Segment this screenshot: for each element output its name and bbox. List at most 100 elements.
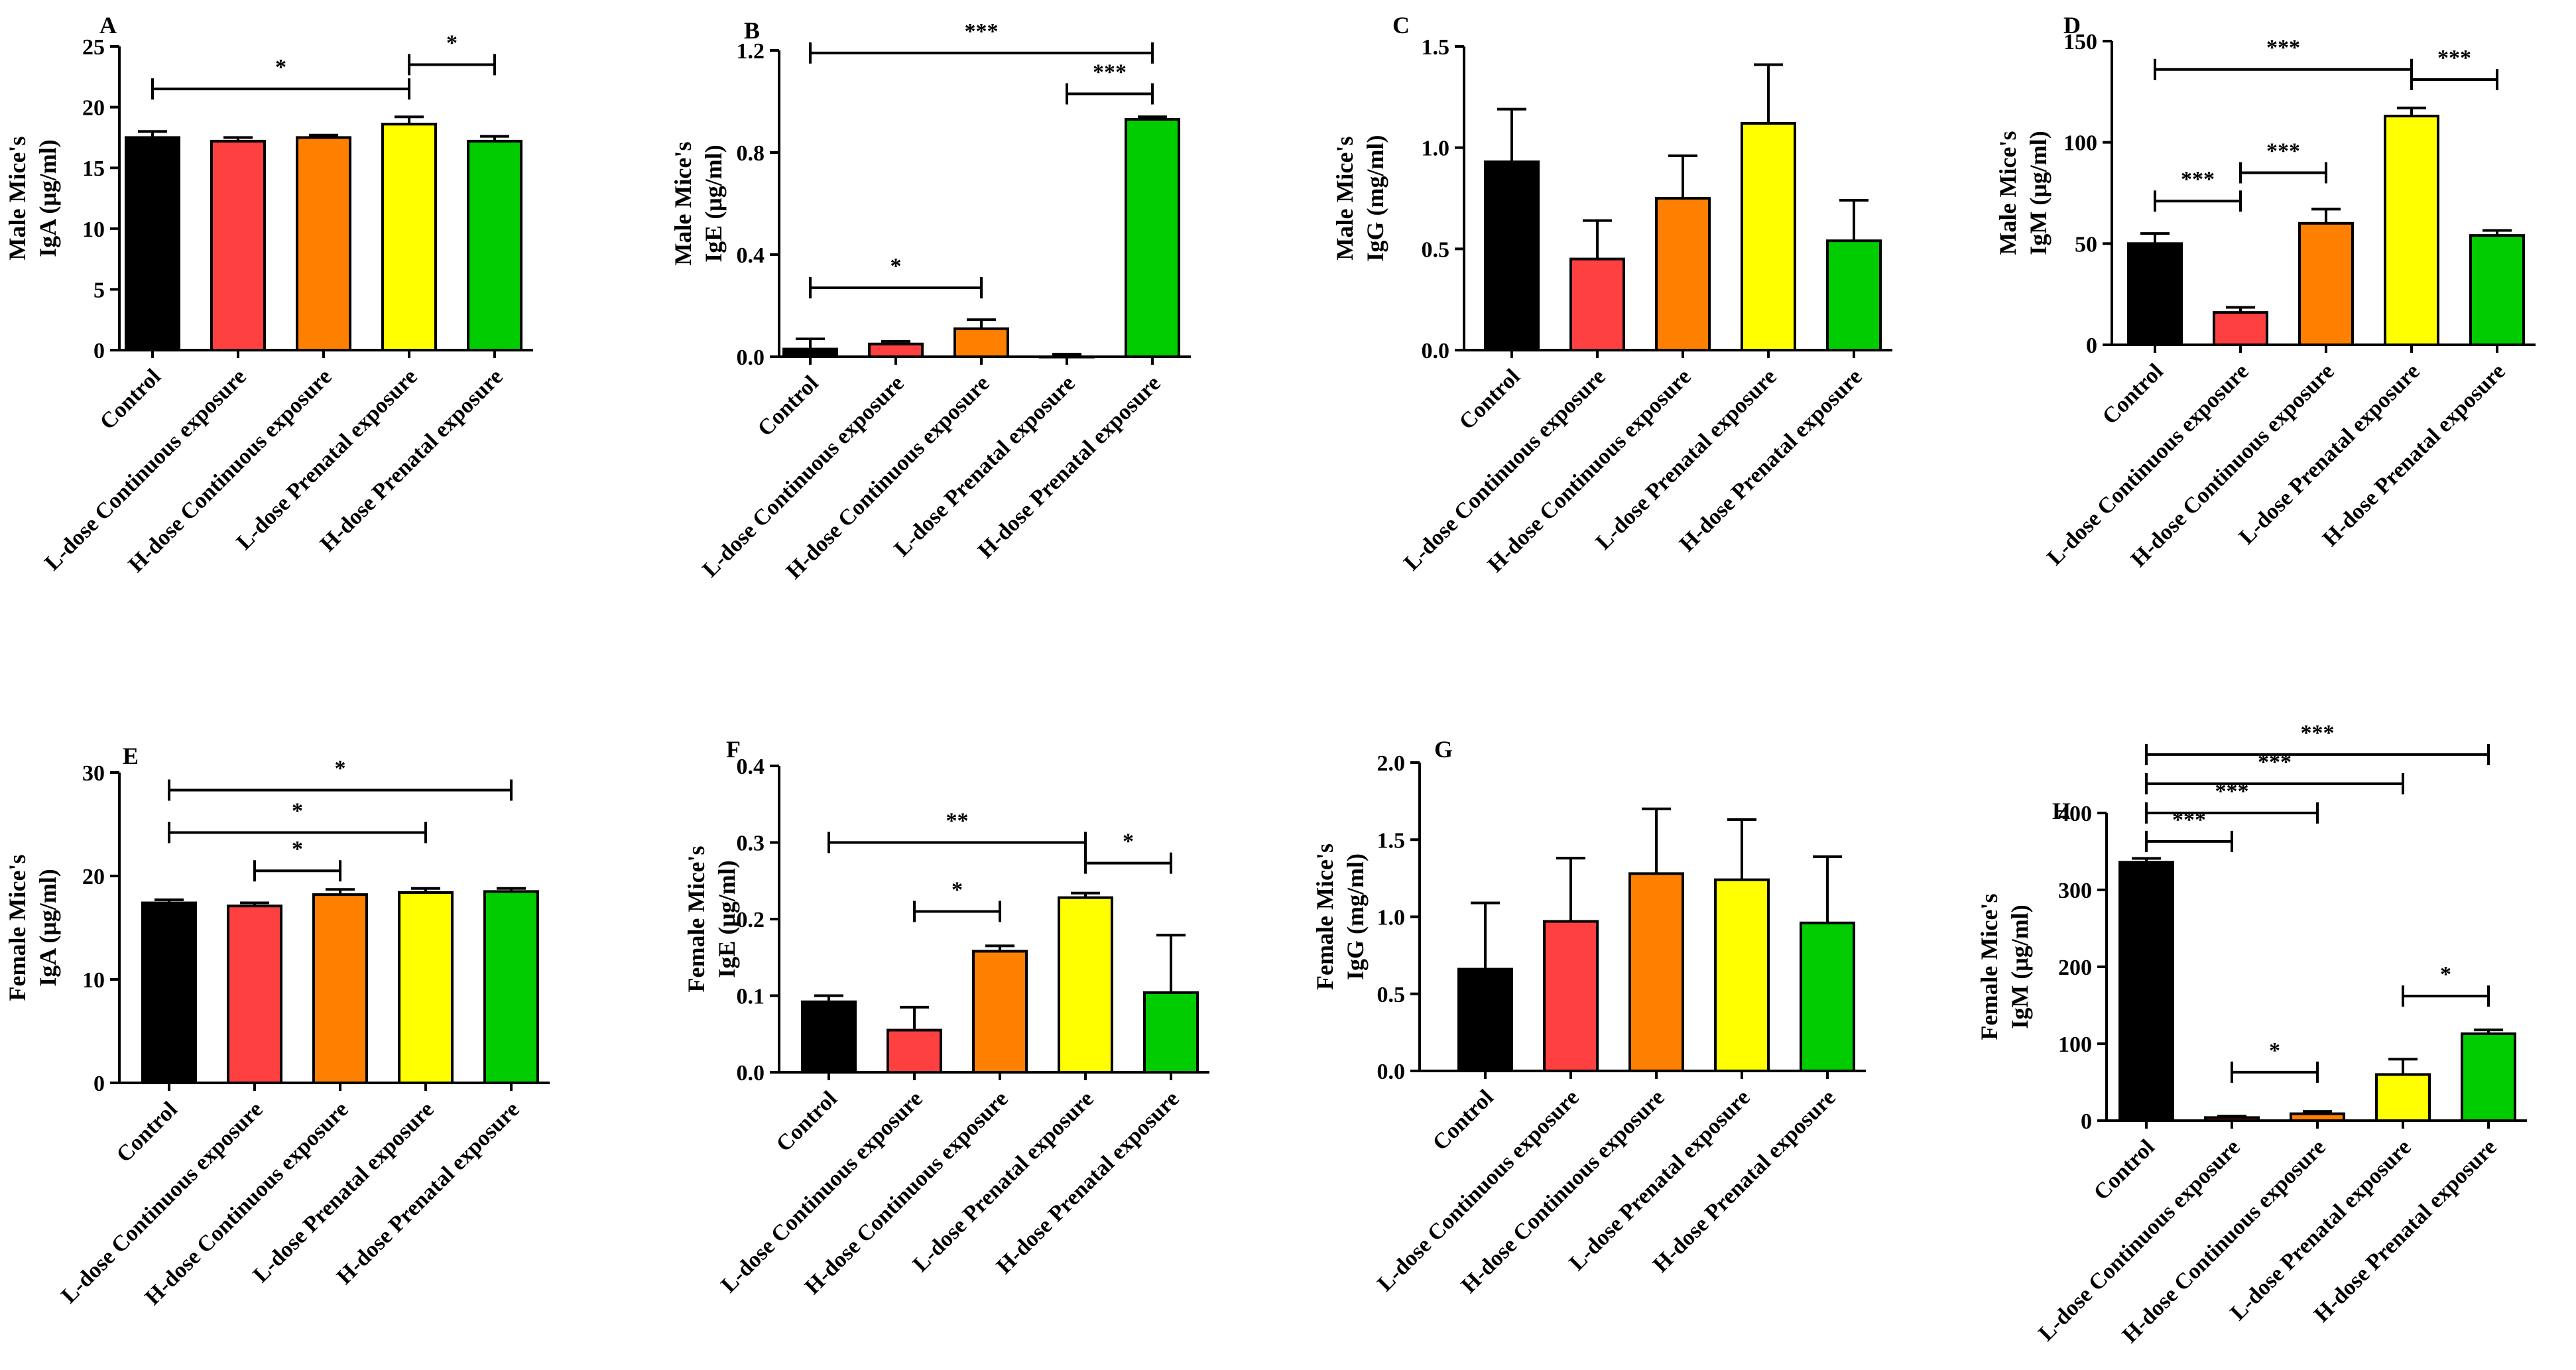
panel-letter: E (123, 743, 139, 769)
y-axis-label-line1: Female Mice's (1976, 894, 2002, 1040)
x-tick-label: H-dose Prenatal exposure (332, 1097, 524, 1289)
error-bar (985, 944, 1014, 952)
error-bar (2132, 857, 2161, 863)
error-bar (497, 887, 526, 892)
y-axis-label-line2: IgM (μg/ml) (2006, 904, 2033, 1028)
bar-1 (2127, 242, 2183, 347)
error-bar (1156, 934, 1186, 993)
y-tick-label: 20 (82, 96, 105, 121)
bar-2 (2213, 311, 2268, 346)
bar-5 (1143, 991, 1199, 1074)
bar-2 (210, 139, 266, 351)
error-bar (2303, 1110, 2332, 1114)
y-tick-label: 25 (82, 35, 105, 60)
panel-c: C Male Mice's IgG (mg/ml) 0.0 0.5 1.0 1.5 Contr… (1331, 12, 1892, 577)
y-axis-label-line1: Female Mice's (683, 846, 709, 993)
panel-a: A Male Mice's IgA (μg/ml) 0 5 10 15 20 25 Control… (4, 12, 533, 577)
x-tick-label: Control (753, 371, 824, 441)
y-tick-label: 0.0 (1377, 1060, 1406, 1084)
significance-bracket (2145, 743, 2490, 765)
bar-3 (972, 950, 1028, 1074)
significance-bracket (2145, 830, 2233, 852)
y-axis-label: Male Mice's IgG (mg/ml) (1331, 135, 1388, 262)
bar-2 (2204, 1116, 2260, 1122)
significance-label: * (2440, 962, 2451, 987)
panel-d: D Male Mice's IgM (μg/ml) 0 50 100 150 Control L… (1994, 12, 2536, 572)
y-tick-label: 0.2 (737, 908, 765, 932)
error-bar (1497, 107, 1526, 162)
significance-label: * (275, 55, 286, 80)
error-bar (1471, 901, 1500, 969)
error-bar (223, 136, 253, 141)
significance-label: * (335, 757, 346, 781)
significance-bracket (1066, 83, 1154, 105)
y-tick-label: 5 (93, 278, 105, 302)
error-bar (1138, 115, 1167, 119)
bar-5 (467, 139, 522, 351)
y-axis-label: Male Mice's IgE (μg/ml) (670, 142, 727, 266)
y-axis-label: Female Mice's IgM (μg/ml) (1976, 894, 2033, 1040)
y-axis-label-line2: IgM (μg/ml) (2025, 131, 2052, 255)
y-tick-label: 0.0 (737, 345, 765, 370)
error-bar (2474, 1028, 2503, 1034)
bar-3 (296, 136, 351, 351)
bar-2 (227, 904, 282, 1084)
error-bar (395, 115, 424, 125)
y-tick-label: 0.3 (737, 832, 765, 856)
bar-5 (2461, 1032, 2516, 1123)
y-axis-label: Female Mice's IgA (μg/ml) (4, 855, 61, 1001)
x-tick-label: L-dose Prenatal exposure (232, 364, 422, 554)
x-tick-label: Control (1428, 1085, 1499, 1155)
bar-1 (1484, 160, 1540, 351)
panel-g: G Female Mice's IgG (mg/ml) 0.0 0.5 1.0 1.5 2.0… (1312, 736, 1866, 1298)
error-bar (154, 898, 184, 903)
significance-label: * (292, 837, 303, 861)
y-tick-label: 0 (93, 1072, 105, 1096)
significance-label: *** (2301, 721, 2335, 745)
error-bar (411, 887, 440, 893)
y-axis-label: Male Mice's IgM (μg/ml) (1994, 131, 2052, 255)
bar-5 (1125, 117, 1180, 358)
y-tick-label: 300 (2058, 879, 2092, 903)
error-bar (1556, 857, 1585, 922)
x-tick-label: H-dose Prenatal exposure (316, 364, 508, 556)
significance-bracket (913, 901, 1001, 922)
significance-bracket (2239, 162, 2327, 184)
x-tick-label: Control (95, 364, 166, 434)
y-axis-label-line2: IgG (mg/ml) (1362, 135, 1388, 262)
panel-b: B Male Mice's IgE (μg/ml) 0.0 0.4 0.8 1.2 Contr… (670, 17, 1191, 584)
significance-label: * (951, 877, 963, 902)
y-tick-label: 1.5 (1422, 35, 1450, 60)
error-bar (796, 338, 825, 349)
y-axis-label-line2: IgA (μg/ml) (34, 139, 61, 257)
bar-4 (1058, 896, 1113, 1074)
significance-bracket (168, 779, 513, 801)
y-axis-label-line1: Male Mice's (1331, 137, 1358, 261)
error-bar (1052, 353, 1081, 357)
error-bar (480, 135, 509, 141)
bar-4 (398, 891, 454, 1084)
y-tick-label: 15 (82, 156, 105, 181)
bar-3 (1655, 197, 1711, 351)
y-tick-label: 0.0 (737, 1061, 765, 1086)
significance-label: *** (2437, 46, 2471, 70)
y-tick-label: 1.0 (1377, 906, 1406, 930)
significance-bracket (809, 42, 1154, 64)
y-axis-label: Female Mice's IgE (μg/ml) (683, 846, 740, 993)
significance-label: *** (965, 19, 999, 44)
y-tick-label: 0.0 (1422, 339, 1450, 363)
error-bar (1839, 199, 1869, 241)
x-tick-label: H-dose Prenatal exposure (1648, 1085, 1841, 1277)
y-axis-label-line2: IgE (μg/ml) (700, 145, 727, 262)
error-bar (2226, 306, 2255, 313)
y-tick-label: 0.5 (1422, 237, 1450, 262)
bar-2 (1543, 920, 1599, 1072)
panel-letter: A (99, 12, 117, 38)
bar-1 (141, 901, 197, 1085)
bar-1 (801, 1000, 857, 1074)
x-tick-label: Control (2098, 359, 2168, 429)
error-bar (814, 994, 843, 1002)
y-axis-label-line2: IgG (mg/ml) (1342, 853, 1369, 980)
significance-bracket (2145, 802, 2319, 824)
